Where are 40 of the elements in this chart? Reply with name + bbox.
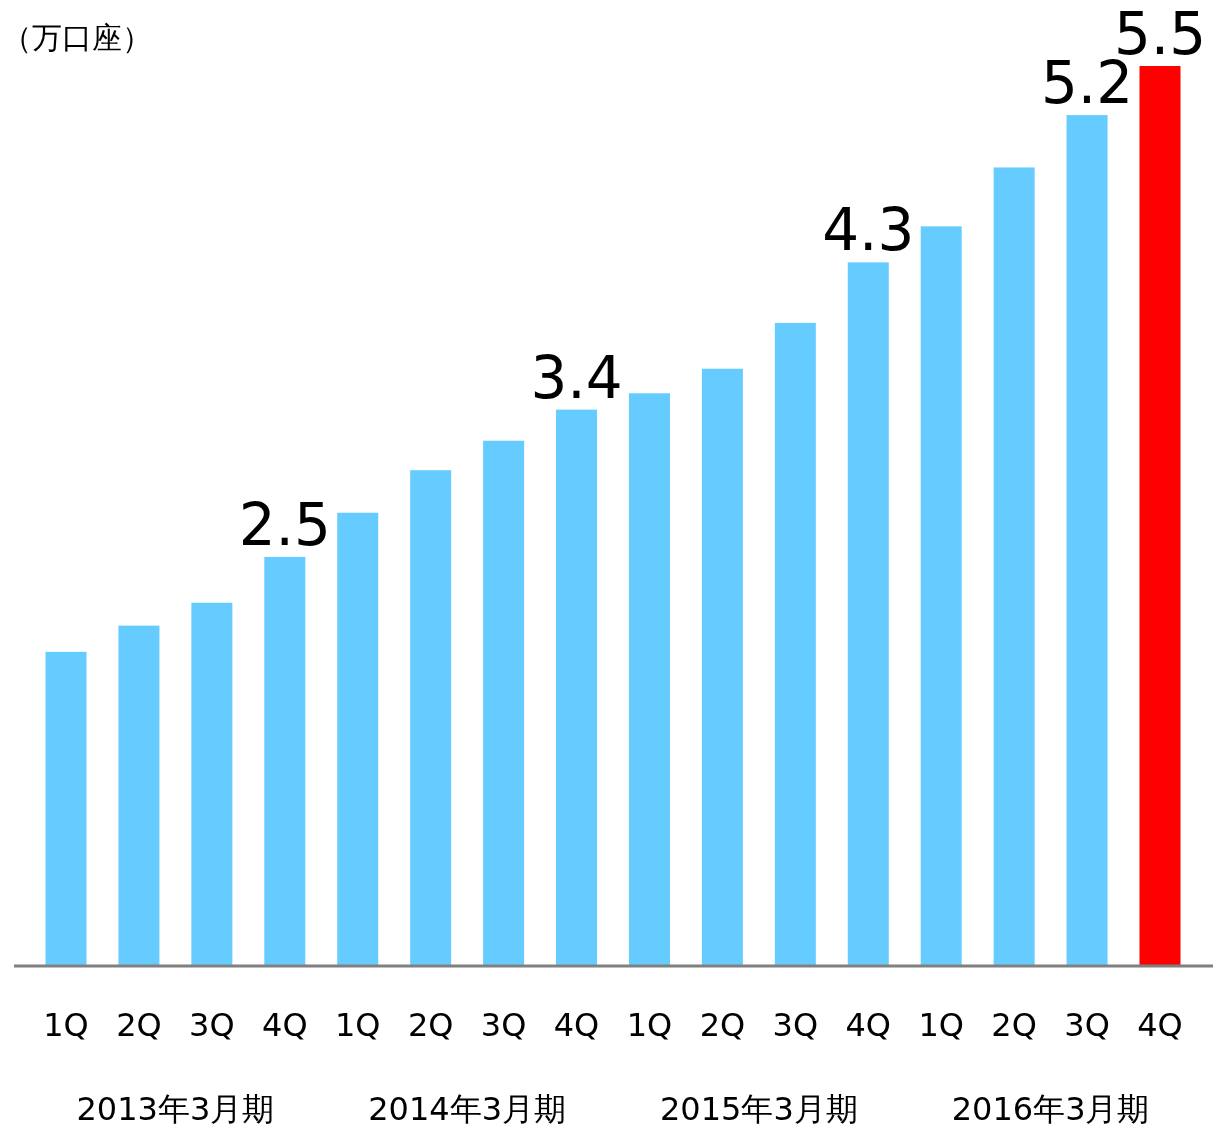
x-tick-label: 2Q bbox=[699, 1006, 746, 1044]
bar bbox=[483, 440, 525, 966]
x-tick-label: 2Q bbox=[116, 1006, 162, 1044]
bar bbox=[264, 556, 306, 966]
data-label: 2.5 bbox=[238, 490, 331, 559]
x-tick-label: 4Q bbox=[1137, 1006, 1183, 1044]
bar bbox=[701, 368, 743, 966]
x-tick-label: 2Q bbox=[991, 1006, 1037, 1044]
bar bbox=[1066, 115, 1108, 966]
bar bbox=[337, 512, 379, 966]
bar bbox=[410, 470, 452, 966]
x-tick-label: 3Q bbox=[1064, 1006, 1110, 1044]
bar bbox=[847, 262, 889, 966]
bar bbox=[774, 322, 816, 966]
data-label: 4.3 bbox=[822, 196, 915, 265]
bar bbox=[118, 625, 160, 966]
data-label: 3.4 bbox=[530, 343, 623, 412]
bar bbox=[628, 393, 670, 966]
text: 2016年3月期 bbox=[951, 1090, 1150, 1125]
bar bbox=[1139, 66, 1181, 966]
bar bbox=[993, 167, 1035, 966]
text: 2015年3月期 bbox=[659, 1090, 858, 1125]
x-tick-label: 1Q bbox=[334, 1006, 381, 1044]
x-tick-label: 3Q bbox=[480, 1006, 527, 1044]
x-tick-label: 3Q bbox=[772, 1006, 819, 1044]
bar bbox=[920, 226, 962, 966]
x-tick-label: 4Q bbox=[845, 1006, 892, 1044]
bar bbox=[45, 651, 87, 966]
x-tick-label: 4Q bbox=[553, 1006, 600, 1044]
x-tick-label: 1Q bbox=[626, 1006, 673, 1044]
x-tick-label: 1Q bbox=[918, 1006, 964, 1044]
text: 2014年3月期 bbox=[368, 1090, 567, 1125]
bar bbox=[556, 409, 598, 966]
x-tick-label: 3Q bbox=[189, 1006, 235, 1044]
x-tick-label: 1Q bbox=[43, 1006, 89, 1044]
x-tick-label: 2Q bbox=[407, 1006, 454, 1044]
y-axis-title: （万口座） bbox=[2, 20, 152, 55]
bar bbox=[191, 602, 233, 966]
text: 2013年3月期 bbox=[76, 1090, 275, 1125]
x-tick-label: 4Q bbox=[262, 1006, 308, 1044]
